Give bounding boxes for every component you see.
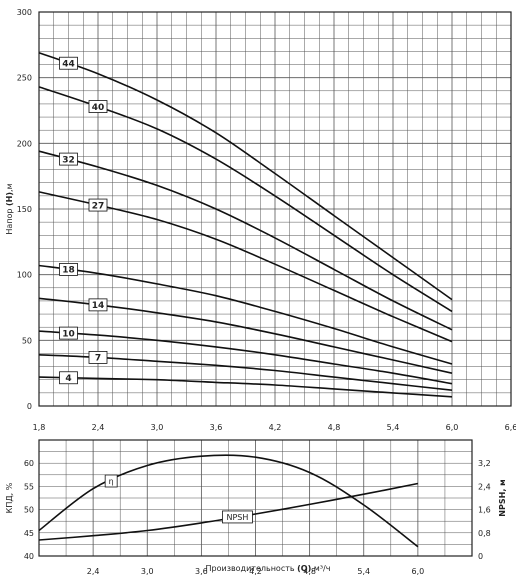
curve-label-box [88, 298, 108, 312]
npsh-label: NPSH [227, 513, 249, 522]
head-curve-44 [38, 51, 453, 301]
y-tick-label: 100 [17, 271, 32, 280]
y-tick-label: 150 [17, 205, 32, 214]
y-left-tick-label: 60 [24, 459, 34, 468]
y-tick-label: 0 [27, 402, 32, 411]
curve-label-32: 32 [62, 155, 75, 165]
top-plot-frame [38, 11, 512, 407]
x-tick-label: 6,6 [505, 423, 516, 432]
x-tick-label: 4,8 [303, 567, 316, 576]
y-right-tick-label: 2,4 [478, 482, 491, 491]
npsh-label-box [222, 510, 253, 524]
y-left-tick-label: 45 [24, 529, 34, 538]
y-right-tick-label: 3,2 [478, 459, 491, 468]
y-right-tick-label: 1,6 [478, 506, 491, 515]
y-right-tick-label: 0,8 [478, 529, 491, 538]
curve-label-27: 27 [92, 201, 105, 211]
x-tick-label: 3,6 [195, 567, 208, 576]
y-left-tick-label: 40 [24, 552, 34, 561]
x-tick-label: 2,4 [92, 423, 105, 432]
x-tick-label: 3,6 [210, 423, 223, 432]
efficiency-npsh-chart: 2,4 3,0 3,6 4,2 4,8 5,4 6,0 40 45 50 55 60 0 0,8 1,6 2,… [5, 439, 507, 576]
y-left-tick-label: 50 [24, 506, 34, 515]
y-left-axis-label: КПД, % [5, 482, 14, 513]
curve-label-7: 7 [95, 354, 101, 364]
x-tick-label: 1,8 [33, 423, 46, 432]
head-curve-40 [38, 86, 453, 313]
curve-label-44: 44 [62, 59, 75, 69]
curve-label-box [59, 371, 78, 385]
y-axis-label-part: ,м [5, 183, 14, 192]
curve-label-box [59, 152, 78, 166]
top-grid [39, 12, 511, 406]
y-right-axis-label: NPSH, м [498, 479, 507, 516]
head-curve-32 [38, 150, 453, 331]
x-axis-label-part: ,м³/ч [311, 564, 330, 573]
head-flow-chart: 1,8 2,4 3,0 3,6 4,2 4,8 5,4 6,0 6,6 0 50 100 150 200 2… [5, 8, 516, 432]
curve-label-box [59, 263, 78, 276]
y-tick-label: 200 [17, 139, 32, 148]
curve-label-box [88, 100, 108, 113]
y-right-tick-label: 0 [478, 552, 483, 561]
efficiency-curve [38, 454, 419, 548]
x-axis-label: Производительность (Q),м³/ч [206, 564, 331, 573]
y-tick-label: 250 [17, 74, 32, 83]
curve-label-box [59, 326, 78, 340]
x-tick-label: 4,2 [269, 423, 282, 432]
curve-label-18: 18 [62, 266, 75, 276]
bottom-plot-frame [38, 439, 473, 557]
curve-label-box [59, 56, 78, 70]
x-tick-label: 4,8 [328, 423, 341, 432]
x-axis-label-part: Производительность [206, 564, 298, 573]
curve-label-10: 10 [62, 329, 75, 339]
head-curve-27 [38, 191, 453, 343]
x-tick-label: 2,4 [87, 567, 100, 576]
x-tick-label: 5,4 [387, 423, 400, 432]
x-tick-label: 6,0 [412, 567, 425, 576]
y-tick-label: 300 [17, 8, 32, 17]
efficiency-label: η [109, 477, 114, 486]
head-curve-18 [38, 264, 453, 365]
curve-label-box [88, 198, 108, 212]
head-curve-4 [38, 376, 453, 398]
x-axis-label-part: (Q) [297, 564, 311, 573]
y-left-tick-label: 55 [24, 482, 34, 491]
y-tick-label: 50 [22, 336, 32, 345]
x-tick-label: 3,0 [151, 423, 164, 432]
y-axis-label: Напор (H),м [5, 183, 14, 234]
y-axis-label-part: Напор [5, 206, 14, 235]
bottom-grid [39, 440, 472, 556]
curve-label-4: 4 [65, 374, 71, 384]
head-curve-10 [38, 330, 453, 385]
x-tick-label: 4,2 [249, 567, 262, 576]
x-tick-label: 3,0 [141, 567, 154, 576]
curve-label-40: 40 [92, 103, 105, 113]
y-axis-label-part: (H) [5, 192, 14, 206]
efficiency-label-box [104, 474, 118, 488]
x-tick-label: 6,0 [446, 423, 459, 432]
curve-label-14: 14 [92, 301, 105, 311]
x-tick-label: 5,4 [357, 567, 370, 576]
curve-label-box [88, 351, 108, 364]
